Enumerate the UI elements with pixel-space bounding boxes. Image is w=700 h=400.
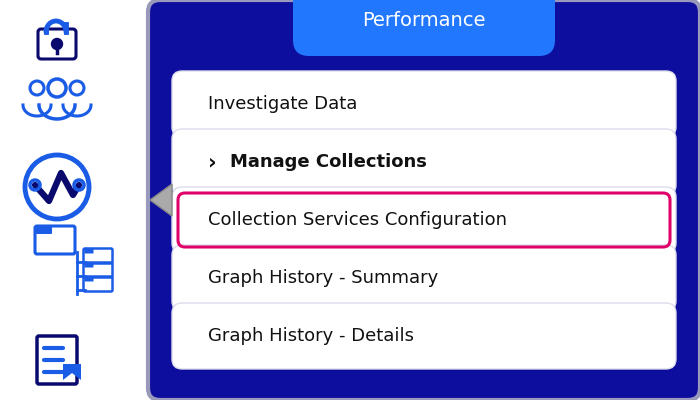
FancyBboxPatch shape bbox=[172, 129, 676, 195]
Polygon shape bbox=[150, 184, 172, 216]
Text: Collection Services Configuration: Collection Services Configuration bbox=[208, 211, 507, 229]
FancyBboxPatch shape bbox=[36, 225, 52, 234]
FancyBboxPatch shape bbox=[172, 303, 676, 369]
FancyBboxPatch shape bbox=[85, 276, 94, 282]
FancyBboxPatch shape bbox=[293, 0, 555, 56]
Text: Graph History - Summary: Graph History - Summary bbox=[208, 269, 438, 287]
FancyBboxPatch shape bbox=[148, 0, 700, 400]
FancyBboxPatch shape bbox=[172, 245, 676, 311]
FancyBboxPatch shape bbox=[85, 262, 94, 268]
Text: ›: › bbox=[208, 152, 216, 172]
Text: Performance: Performance bbox=[363, 10, 486, 30]
FancyBboxPatch shape bbox=[173, 73, 677, 139]
FancyBboxPatch shape bbox=[173, 247, 677, 313]
Circle shape bbox=[52, 38, 62, 50]
FancyBboxPatch shape bbox=[173, 305, 677, 371]
Text: Graph History - Details: Graph History - Details bbox=[208, 327, 414, 345]
FancyBboxPatch shape bbox=[173, 131, 677, 197]
FancyBboxPatch shape bbox=[85, 248, 94, 254]
Text: Investigate Data: Investigate Data bbox=[208, 95, 358, 113]
FancyBboxPatch shape bbox=[173, 189, 677, 255]
FancyBboxPatch shape bbox=[172, 187, 676, 253]
FancyBboxPatch shape bbox=[172, 71, 676, 137]
Text: Manage Collections: Manage Collections bbox=[230, 153, 427, 171]
Polygon shape bbox=[63, 364, 81, 380]
